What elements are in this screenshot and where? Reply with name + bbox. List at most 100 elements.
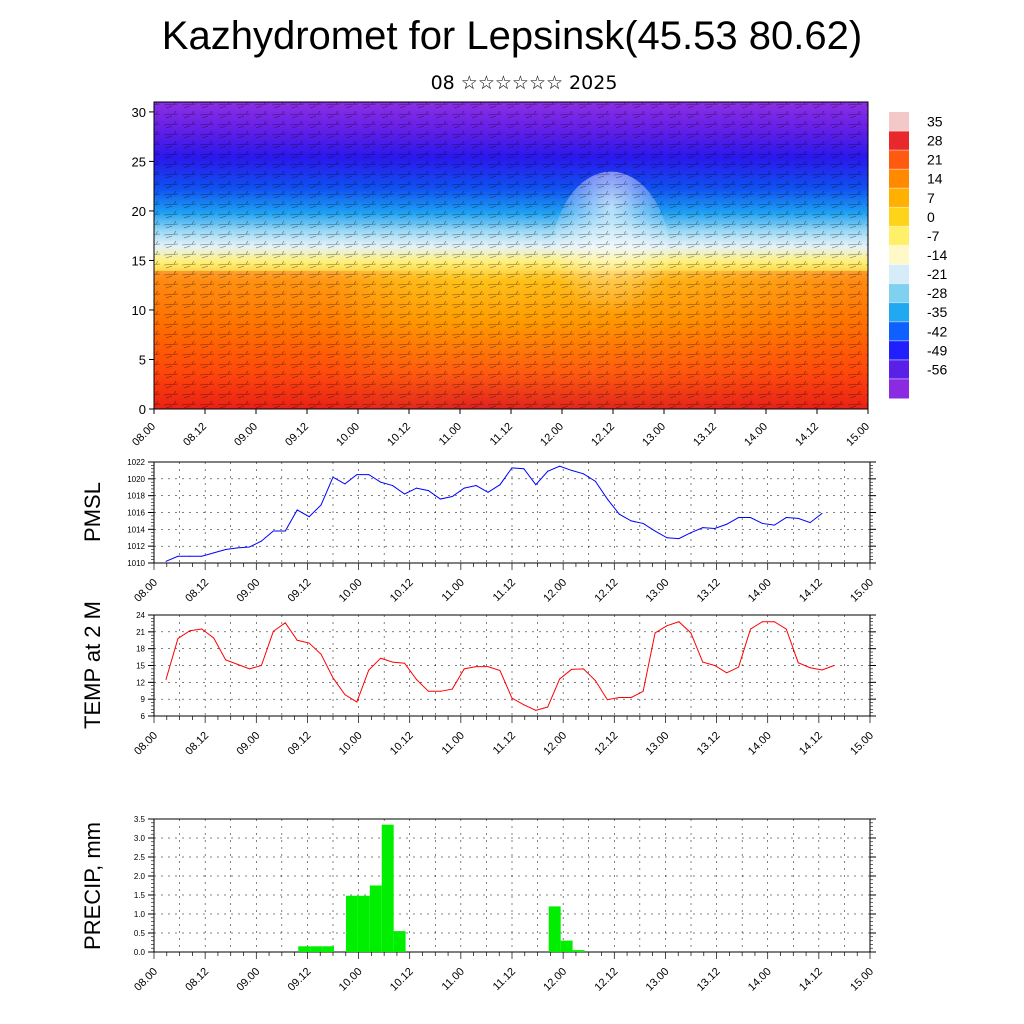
pmsl-panel: 1010 1012 1014 1016 1018 1020 1022 08.00 08.12 09… <box>80 458 876 605</box>
pmsl-point <box>392 485 394 487</box>
temp-point <box>738 666 740 668</box>
temp-point <box>189 630 191 632</box>
temp-point <box>773 621 775 623</box>
temp-point <box>296 639 298 641</box>
pmsl-point <box>773 524 775 526</box>
temp2m-xtick-label: 08.00 <box>132 730 160 758</box>
temp-point <box>225 659 227 661</box>
pmsl-point <box>618 513 620 515</box>
colorbar-label: -56 <box>927 361 947 377</box>
pmsl-point <box>249 546 250 548</box>
pmsl-point <box>690 532 692 534</box>
temp2m-xtick-label: 15.00 <box>848 730 876 758</box>
temp-point <box>439 690 441 692</box>
temp-point <box>583 668 584 670</box>
pmsl-xtick-label: 08.00 <box>132 577 160 605</box>
pmsl-point <box>225 549 227 551</box>
pmsl-point <box>487 491 489 493</box>
pmsl-point <box>260 540 262 542</box>
temp-point <box>416 679 417 681</box>
precip-xtick-label: 10.00 <box>337 966 365 994</box>
colorbar-swatch <box>889 207 909 227</box>
pmsl-xtick-label: 08.12 <box>183 577 211 605</box>
precip-xtick-label: 08.00 <box>132 966 160 994</box>
temp-point <box>356 701 358 703</box>
temp-point <box>511 697 513 699</box>
heatmap-xtick-label: 12.12 <box>589 421 617 449</box>
colorbar-swatch <box>889 131 909 151</box>
temp-point <box>284 622 286 624</box>
temp-point <box>320 653 322 655</box>
pmsl-ytick-label: 1016 <box>127 509 145 518</box>
precip-xtick-label: 13.12 <box>695 966 723 994</box>
temp2m-xtick-label: 14.00 <box>746 730 774 758</box>
pmsl-point <box>499 484 501 486</box>
pmsl-point <box>547 470 549 472</box>
colorbar-swatch <box>889 264 909 285</box>
pmsl-point <box>439 498 441 500</box>
temp-point <box>404 662 406 664</box>
pmsl-point <box>785 517 787 519</box>
precip-bar <box>298 946 311 952</box>
temp-point <box>606 699 608 701</box>
pmsl-point <box>284 530 286 532</box>
pmsl-point <box>475 485 477 487</box>
pmsl-point <box>821 512 823 514</box>
pmsl-ytick-label: 1014 <box>127 525 145 534</box>
pmsl-point <box>606 498 608 500</box>
precip-bar <box>572 950 585 952</box>
precip-xtick-label: 09.00 <box>234 966 262 994</box>
temp-point <box>750 628 751 630</box>
colorbar-swatch <box>889 150 909 170</box>
heatmap-xtick-label: 10.12 <box>385 421 413 449</box>
precip-xtick-label: 13.00 <box>644 966 672 994</box>
pmsl-point <box>761 522 763 524</box>
temp2m-panel: 6 9 12 15 18 21 24 08.00 08.12 09.00 09.12 10.00 10.… <box>80 601 876 758</box>
colorbar-swatch <box>889 321 909 342</box>
pmsl-point <box>654 530 656 532</box>
pmsl-point <box>463 487 465 489</box>
precip-xtick-label: 09.12 <box>286 966 314 994</box>
colorbar-swatch <box>889 340 909 361</box>
temp2m-xtick-label: 13.00 <box>644 730 672 758</box>
temp-point <box>260 665 262 666</box>
pmsl-point <box>416 487 417 489</box>
pmsl-point <box>559 465 561 467</box>
temp-point <box>237 663 239 665</box>
precip-ylabel: PRECIP, mm <box>80 822 105 950</box>
pmsl-point <box>797 517 799 519</box>
pmsl-point <box>523 468 525 470</box>
temp2m-xtick-label: 09.00 <box>234 730 262 758</box>
pmsl-point <box>177 555 179 557</box>
temp-point <box>571 668 573 670</box>
temp2m-xtick-label: 09.12 <box>286 730 314 758</box>
pmsl-point <box>594 480 596 482</box>
precip-bar <box>369 885 382 952</box>
temp-point <box>714 665 716 666</box>
heatmap-xtick-label: 15.00 <box>844 421 872 449</box>
pmsl-point <box>404 493 406 495</box>
temp-point <box>594 680 596 682</box>
heatmap-xtick-label: 13.00 <box>640 421 668 449</box>
pmsl-xtick-label: 13.00 <box>644 577 672 605</box>
pmsl-xtick-label: 14.12 <box>797 577 825 605</box>
heatmap-ytick-label: 30 <box>132 105 146 120</box>
temp-point <box>654 632 656 634</box>
heatmap-xtick-label: 14.12 <box>793 421 821 449</box>
pmsl-point <box>201 555 203 557</box>
temp-point <box>272 630 274 632</box>
heatmap-ytick-label: 0 <box>139 402 146 417</box>
pmsl-xtick-label: 09.00 <box>234 577 262 605</box>
temp-point <box>475 666 477 668</box>
temp2m-ytick-label: 9 <box>141 695 146 704</box>
temp-point <box>785 628 787 630</box>
temp2m-xtick-label: 14.12 <box>797 730 825 758</box>
pmsl-point <box>165 560 167 562</box>
pmsl-ytick-label: 1012 <box>127 542 145 551</box>
heatmap-ytick-label: 25 <box>132 154 146 169</box>
temp2m-ytick-label: 18 <box>136 645 145 654</box>
colorbar-label: -35 <box>927 304 947 320</box>
precip-bar <box>357 895 370 952</box>
colorbar-swatch <box>889 302 909 323</box>
temp-point <box>761 621 763 623</box>
